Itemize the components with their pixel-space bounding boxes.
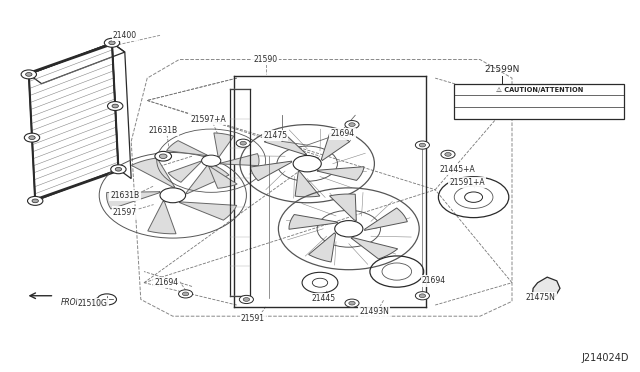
Text: 21597+A: 21597+A	[190, 115, 226, 124]
Polygon shape	[317, 167, 364, 180]
Circle shape	[243, 298, 250, 301]
Text: 21694: 21694	[330, 129, 355, 138]
Circle shape	[182, 292, 189, 296]
Polygon shape	[289, 215, 338, 229]
Circle shape	[465, 192, 483, 202]
Circle shape	[239, 295, 253, 304]
Polygon shape	[264, 133, 307, 154]
Circle shape	[159, 154, 167, 158]
Circle shape	[97, 294, 116, 305]
Polygon shape	[321, 133, 350, 160]
Bar	[454, 84, 624, 119]
Circle shape	[160, 188, 186, 203]
Text: 21631B: 21631B	[110, 191, 140, 200]
Polygon shape	[131, 158, 175, 187]
Text: 21445+A: 21445+A	[440, 165, 476, 174]
Text: 21510G: 21510G	[78, 299, 108, 308]
Text: FRONT: FRONT	[61, 298, 87, 307]
Polygon shape	[186, 163, 229, 194]
Text: 21475: 21475	[263, 131, 287, 140]
Circle shape	[32, 199, 38, 203]
Polygon shape	[209, 167, 237, 188]
Polygon shape	[250, 161, 292, 181]
Polygon shape	[532, 277, 560, 299]
Text: ⚠ CAUTION/ATTENTION: ⚠ CAUTION/ATTENTION	[495, 87, 583, 93]
Text: 21445: 21445	[311, 294, 335, 303]
Polygon shape	[295, 171, 320, 197]
Text: 21591+A: 21591+A	[449, 178, 485, 187]
Circle shape	[96, 300, 102, 304]
Text: J214024D: J214024D	[581, 353, 628, 363]
Circle shape	[441, 150, 455, 158]
Circle shape	[415, 292, 429, 300]
Polygon shape	[214, 133, 234, 157]
Polygon shape	[330, 194, 356, 221]
Text: 21597: 21597	[113, 208, 137, 217]
Circle shape	[92, 298, 106, 306]
Circle shape	[26, 73, 32, 76]
Text: 21631B: 21631B	[148, 126, 178, 135]
Circle shape	[112, 104, 118, 108]
Circle shape	[236, 139, 250, 147]
Circle shape	[29, 136, 35, 140]
Polygon shape	[148, 201, 176, 234]
Circle shape	[28, 196, 43, 205]
Polygon shape	[351, 238, 397, 259]
Circle shape	[415, 141, 429, 149]
Circle shape	[293, 155, 321, 172]
Text: 21591: 21591	[241, 314, 265, 323]
Text: 21694: 21694	[154, 278, 179, 287]
Circle shape	[349, 123, 355, 126]
Circle shape	[21, 70, 36, 79]
Circle shape	[155, 151, 172, 161]
Circle shape	[419, 294, 426, 298]
Polygon shape	[179, 202, 237, 220]
Circle shape	[312, 278, 328, 287]
Circle shape	[111, 165, 126, 174]
Polygon shape	[166, 141, 207, 155]
Circle shape	[349, 301, 355, 305]
Polygon shape	[365, 208, 408, 230]
Polygon shape	[308, 233, 335, 262]
Text: 21590: 21590	[253, 55, 278, 64]
Circle shape	[104, 38, 120, 47]
Circle shape	[109, 41, 115, 45]
Circle shape	[24, 133, 40, 142]
Circle shape	[115, 167, 122, 171]
Circle shape	[202, 155, 221, 166]
Text: 21400: 21400	[113, 31, 137, 40]
Circle shape	[445, 153, 451, 156]
Polygon shape	[220, 154, 259, 166]
Text: 21475N: 21475N	[526, 293, 556, 302]
Text: 21599N: 21599N	[484, 65, 520, 74]
Circle shape	[240, 141, 246, 145]
Text: 21694: 21694	[422, 276, 446, 285]
Text: 21493N: 21493N	[360, 307, 389, 316]
Circle shape	[179, 290, 193, 298]
Polygon shape	[168, 161, 201, 182]
Circle shape	[108, 102, 123, 110]
Circle shape	[419, 143, 426, 147]
Circle shape	[345, 299, 359, 307]
Circle shape	[335, 221, 363, 237]
Polygon shape	[107, 192, 160, 209]
Circle shape	[345, 121, 359, 129]
